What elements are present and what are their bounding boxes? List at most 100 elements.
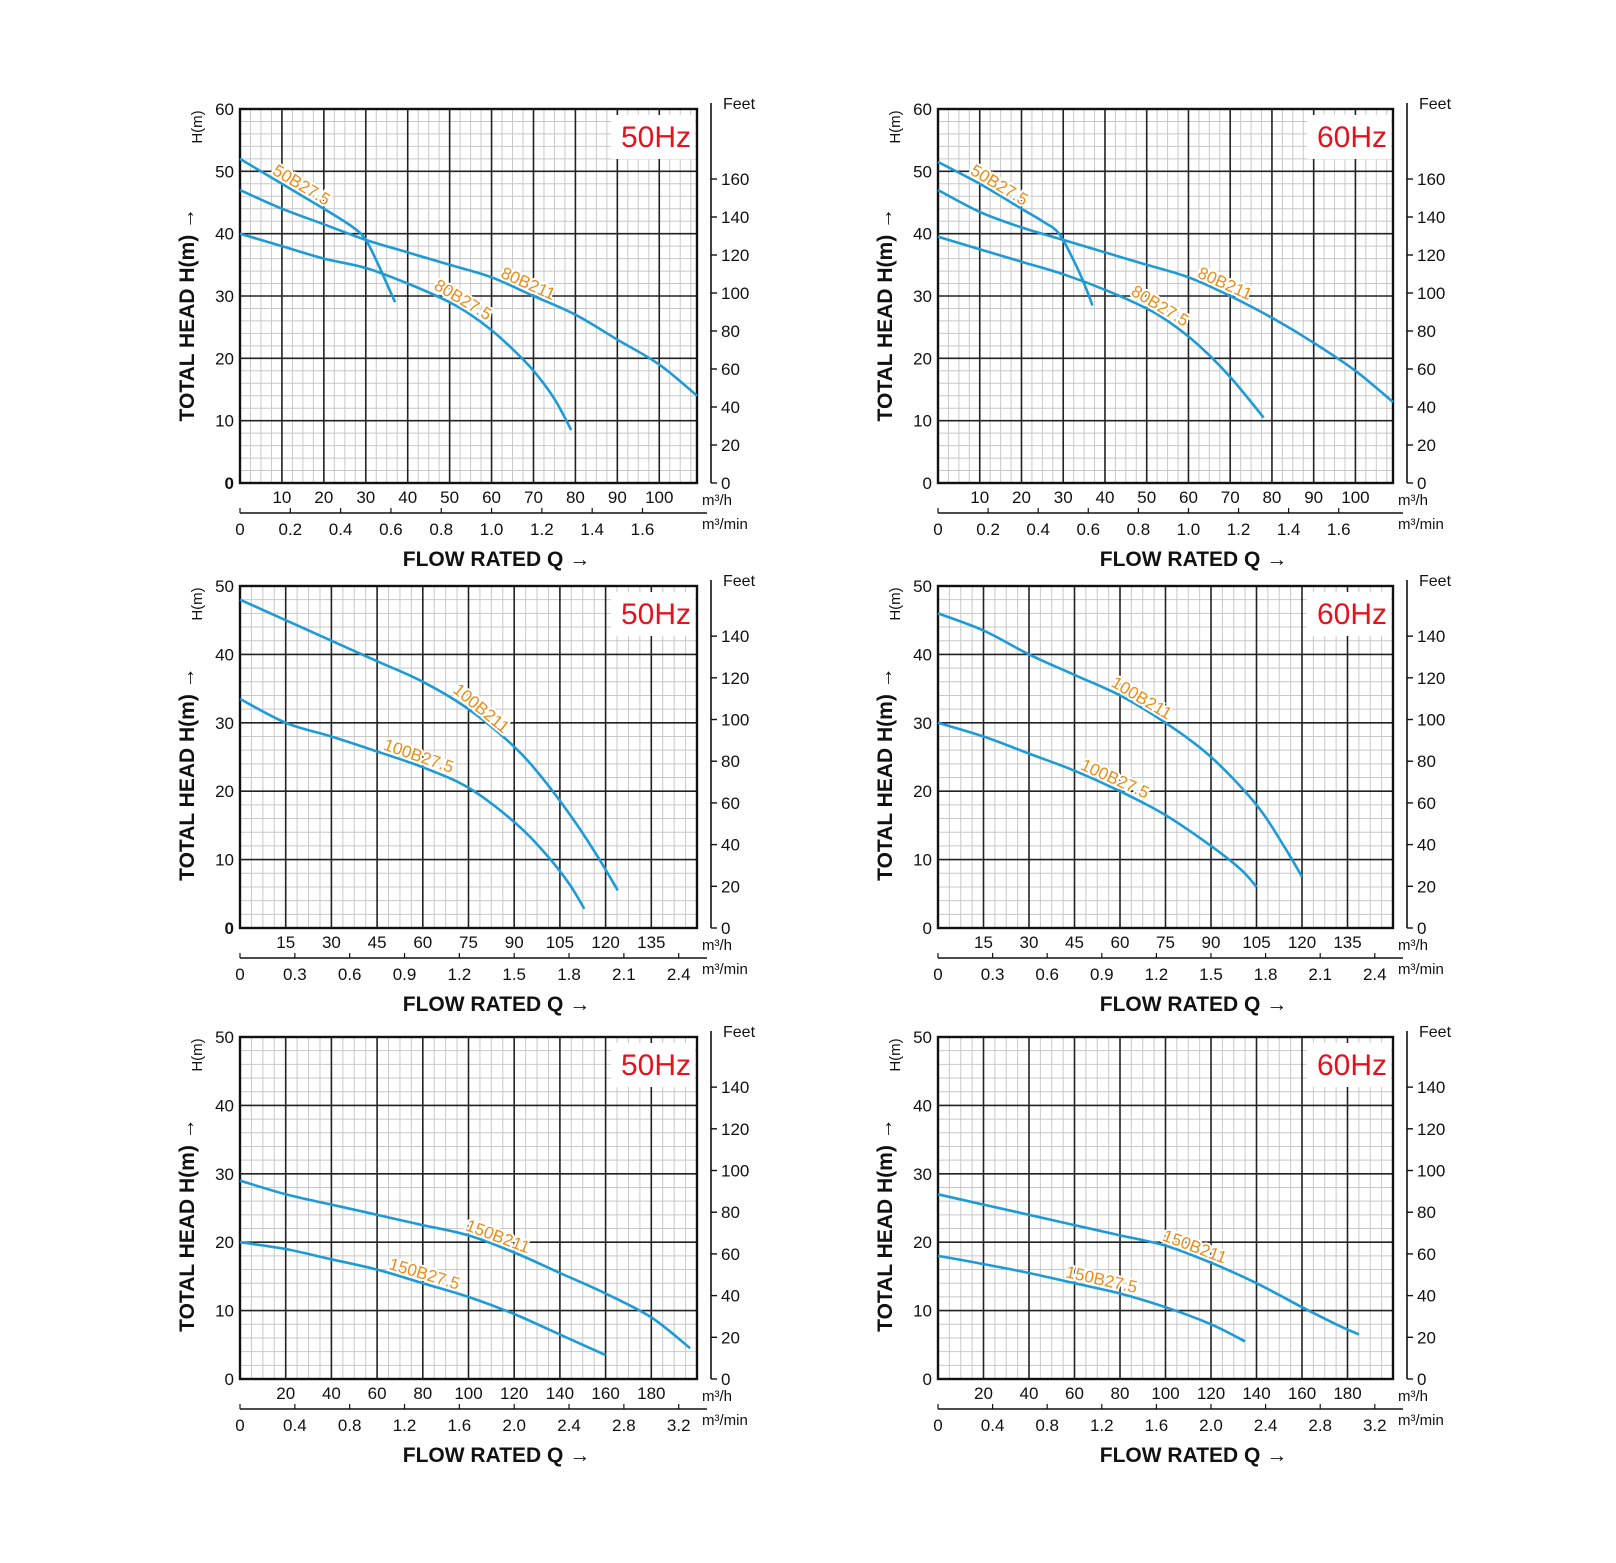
feet-tick-label: 140: [1417, 208, 1445, 227]
chart-panel-4: 0 10 20 30 40 50 0 20 40 60 80 100 120 140 Feet 15 30 45 6…: [874, 573, 1452, 1016]
x-tick-label: 45: [368, 933, 387, 952]
x-tick-label: 105: [1242, 933, 1270, 952]
x-tick-label: 100: [454, 1384, 482, 1403]
y-tick-label: 30: [215, 714, 234, 733]
feet-tick-label: 120: [1417, 1120, 1445, 1139]
feet-tick-label: 120: [1417, 669, 1445, 688]
x2-tick-label: 2.8: [1308, 1416, 1332, 1435]
x2-tick-label: 1.5: [502, 965, 526, 984]
y-tick-label: 30: [913, 287, 932, 306]
x2-tick-label: 0: [933, 520, 942, 539]
feet-tick-label: 40: [721, 398, 740, 417]
series-line-150B211: [937, 1193, 1360, 1336]
series-label: 100B27.5: [381, 735, 456, 777]
x-tick-label: 50: [1137, 488, 1156, 507]
x-unit-label: m³/h: [702, 492, 732, 509]
feet-axis-label: Feet: [1419, 1024, 1452, 1041]
y-axis-small-label: H(m): [189, 1038, 206, 1071]
series-line-80B27.5: [239, 232, 573, 431]
feet-tick-label: 0: [1417, 919, 1426, 938]
x2-tick-label: 0.9: [1090, 965, 1114, 984]
feet-tick-label: 20: [721, 436, 740, 455]
y-tick-label: 0: [225, 474, 234, 493]
feet-tick-label: 160: [721, 170, 749, 189]
x-tick-label: 80: [1262, 488, 1281, 507]
feet-tick-label: 100: [721, 711, 749, 730]
x2-tick-label: 1.4: [580, 520, 604, 539]
feet-tick-label: 100: [721, 1162, 749, 1181]
x2-tick-label: 2.8: [612, 1416, 636, 1435]
x2-tick-label: 1.2: [448, 965, 472, 984]
y-tick-label: 50: [215, 577, 234, 596]
x2-unit-label: m³/min: [1398, 961, 1444, 978]
x2-tick-label: 0.6: [1076, 520, 1100, 539]
x-axis-title: FLOW RATED Q →: [1100, 993, 1287, 1016]
x2-tick-label: 1.6: [1145, 1416, 1169, 1435]
x-tick-label: 100: [1341, 488, 1369, 507]
series-label: 80B27.5: [1128, 282, 1192, 331]
x2-tick-label: 1.8: [1254, 965, 1278, 984]
x-tick-label: 10: [970, 488, 989, 507]
series-line-100B27.5: [937, 721, 1258, 888]
series-label: 100B211: [449, 680, 513, 737]
x2-tick-label: 0.6: [338, 965, 362, 984]
x2-tick-label: 1.2: [1227, 520, 1251, 539]
series-line-80B211: [239, 188, 698, 397]
x-tick-label: 105: [546, 933, 574, 952]
x2-unit-label: m³/min: [1398, 516, 1444, 533]
y-tick-label: 40: [215, 1096, 234, 1115]
y-axis-small-label: H(m): [887, 110, 904, 143]
feet-tick-label: 140: [1417, 627, 1445, 646]
x2-tick-label: 0.4: [981, 1416, 1005, 1435]
feet-tick-label: 0: [1417, 474, 1426, 493]
series-line-100B211: [937, 612, 1304, 878]
x2-tick-label: 0.3: [981, 965, 1005, 984]
series-line-150B211: [239, 1179, 691, 1350]
x-tick-label: 160: [591, 1384, 619, 1403]
feet-tick-label: 60: [1417, 360, 1436, 379]
x2-tick-label: 0.8: [338, 1416, 362, 1435]
x-tick-label: 60: [482, 488, 501, 507]
x2-tick-label: 2.1: [1308, 965, 1332, 984]
x-tick-label: 20: [1012, 488, 1031, 507]
x2-tick-label: 0.8: [429, 520, 453, 539]
x2-unit-label: m³/min: [702, 516, 748, 533]
x-tick-label: 30: [1054, 488, 1073, 507]
chart-panel-2: 0102030405060020406080100120140160Feet10…: [874, 96, 1452, 571]
x-tick-label: 140: [546, 1384, 574, 1403]
feet-tick-label: 60: [721, 794, 740, 813]
feet-tick-label: 120: [721, 669, 749, 688]
feet-tick-label: 20: [721, 1328, 740, 1347]
feet-tick-label: 100: [1417, 711, 1445, 730]
y-axis-title: TOTAL HEAD H(m) →: [874, 1118, 897, 1332]
x-axis-title: FLOW RATED Q →: [1100, 548, 1287, 571]
y-axis-title: TOTAL HEAD H(m) →: [176, 667, 199, 881]
x2-tick-label: 1.8: [557, 965, 581, 984]
feet-tick-label: 140: [1417, 1078, 1445, 1097]
x2-unit-label: m³/min: [702, 1412, 748, 1429]
y-tick-label: 10: [913, 851, 932, 870]
y-axis-small-label: H(m): [887, 1038, 904, 1071]
freq-label-bg: [1307, 115, 1391, 159]
x-tick-label: 90: [1202, 933, 1221, 952]
feet-tick-label: 0: [721, 1370, 730, 1389]
x2-tick-label: 2.0: [502, 1416, 526, 1435]
y-tick-label: 0: [923, 474, 932, 493]
x-tick-label: 40: [322, 1384, 341, 1403]
x2-tick-label: 1.5: [1199, 965, 1223, 984]
feet-tick-label: 20: [1417, 1328, 1436, 1347]
x-tick-label: 30: [356, 488, 375, 507]
feet-axis-label: Feet: [723, 573, 756, 590]
x2-tick-label: 1.2: [530, 520, 554, 539]
x-tick-label: 120: [1197, 1384, 1225, 1403]
plot-frame: [238, 1035, 699, 1381]
x2-tick-label: 0: [235, 520, 244, 539]
feet-tick-label: 60: [1417, 794, 1436, 813]
x-tick-label: 40: [398, 488, 417, 507]
y-axis-small-label: H(m): [189, 587, 206, 620]
chart-panel-3: 0 10 20 30 40 50 0 20 40 60 80 100 120 140 Feet 15 30 45 6…: [176, 573, 756, 1016]
x2-tick-label: 1.6: [1327, 520, 1351, 539]
y-tick-label: 0: [923, 1370, 932, 1389]
x2-tick-label: 0: [235, 1416, 244, 1435]
x2-tick-label: 0.6: [379, 520, 403, 539]
